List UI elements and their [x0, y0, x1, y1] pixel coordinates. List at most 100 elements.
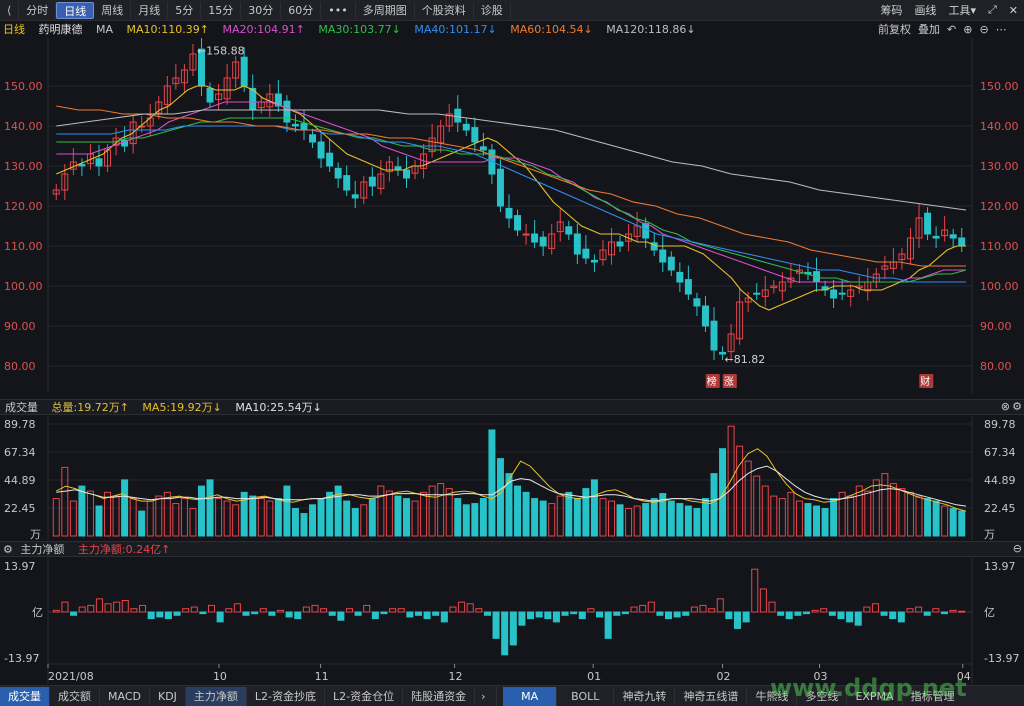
tab-60min[interactable]: 60分 — [281, 1, 322, 19]
volume-bar — [599, 498, 607, 537]
flow-bar — [216, 611, 224, 623]
ind-amount[interactable]: 成交额 — [50, 686, 100, 706]
ind-expma[interactable]: EXPMA — [847, 686, 903, 706]
ind-kdj[interactable]: KDJ — [150, 686, 186, 706]
ind-magic9[interactable]: 神奇九转 — [614, 686, 676, 706]
scroll-right-icon[interactable]: › — [475, 686, 498, 706]
ma-line-ma10 — [56, 85, 966, 311]
flow-bar — [285, 611, 293, 618]
flow-bar — [794, 611, 802, 616]
volume-bar — [95, 505, 103, 537]
ma40-value: MA40:101.17↓ — [414, 23, 497, 36]
tools-button[interactable]: 工具▾ — [948, 4, 976, 17]
more-icon[interactable]: ⋯ — [995, 23, 1007, 36]
candle-body — [368, 176, 376, 187]
volume-bar — [949, 508, 957, 537]
volume-bar — [898, 488, 906, 537]
volume-close-icon[interactable]: ⊗ — [1000, 400, 1010, 413]
ind-manage[interactable]: 指标管理 — [910, 689, 955, 703]
flow-bar — [828, 611, 836, 616]
volume-bar — [753, 475, 761, 537]
flow-bar — [492, 611, 500, 639]
close-icon[interactable]: ✕ — [1008, 3, 1018, 17]
volume-bar — [163, 491, 171, 537]
flow-bar — [294, 611, 302, 620]
volume-settings-icon[interactable]: ⚙ — [1012, 400, 1022, 413]
flow-bar — [449, 606, 457, 613]
stock-info-button[interactable]: 个股资料 — [415, 1, 474, 19]
flow-bar — [259, 608, 267, 613]
ind-ma[interactable]: MA — [503, 686, 558, 706]
tab-30min[interactable]: 30分 — [241, 1, 282, 19]
tab-5min[interactable]: 5分 — [168, 1, 202, 19]
candle-body — [556, 221, 564, 233]
volume-bar — [522, 491, 530, 537]
flow-bar — [130, 608, 138, 613]
tab-yuexian[interactable]: 月线 — [131, 1, 169, 19]
zoom-out-icon[interactable]: ⊖ — [979, 23, 989, 36]
flow-bar — [311, 604, 319, 613]
chips-button[interactable]: 筹码 — [880, 4, 903, 17]
volume-bar — [334, 485, 342, 537]
candle-body — [599, 249, 607, 261]
diagnose-button[interactable]: 诊股 — [474, 1, 511, 19]
volume-bar — [693, 508, 701, 537]
volume-bar — [804, 503, 812, 537]
fuquan-button[interactable]: 前复权 — [878, 23, 911, 36]
x-tick-label: 01 — [587, 670, 601, 683]
ind-boll[interactable]: BOLL — [557, 686, 615, 706]
flow-bar — [78, 606, 86, 613]
ind-main-flow[interactable]: 主力净额 — [185, 686, 247, 706]
ind-magic5[interactable]: 神奇五线谱 — [675, 686, 748, 706]
ind-bullbear[interactable]: 牛熊线 — [747, 686, 798, 706]
candle-body — [830, 289, 838, 299]
undo-icon[interactable]: ↶ — [947, 23, 957, 36]
candle-body — [915, 217, 923, 239]
x-tick-label: 2021/08 — [48, 670, 94, 683]
multi-period-button[interactable]: 多周期图 — [356, 1, 415, 19]
flow-close-icon[interactable]: ⊖ — [1012, 542, 1022, 555]
volume-bar — [838, 491, 846, 537]
fullscreen-icon[interactable]: ⤢ — [987, 3, 997, 16]
candle-body — [693, 298, 701, 307]
flow-bar — [759, 588, 767, 613]
tab-fenshi[interactable]: 分时 — [19, 1, 57, 19]
volume-bar — [941, 505, 949, 537]
volume-bar — [958, 510, 966, 537]
volume-bar — [736, 445, 744, 537]
ind-macd[interactable]: MACD — [100, 686, 150, 706]
overlay-button[interactable]: 叠加 — [918, 23, 940, 36]
volume-bar — [496, 458, 504, 537]
kline-chart[interactable]: 150.00 150.00 140.00 140.00 130.00 130.00 120.… — [0, 38, 1024, 393]
event-marker-label: 财 — [920, 375, 930, 388]
flow-bar — [233, 603, 241, 613]
zoom-in-icon[interactable]: ⊕ — [963, 23, 973, 36]
flow-bar — [208, 604, 216, 613]
flow-bar — [535, 611, 543, 618]
flow-bar — [380, 611, 388, 615]
ind-hk-connect[interactable]: 陆股通资金 — [403, 686, 476, 706]
volume-bar — [608, 500, 615, 537]
ind-l2-position[interactable]: L2-资金仓位 — [325, 686, 404, 706]
tab-15min[interactable]: 15分 — [201, 1, 242, 19]
ind-volume[interactable]: 成交量 — [0, 686, 50, 706]
flow-bar — [940, 611, 948, 615]
flow-bar — [880, 611, 888, 616]
ind-longshort[interactable]: 多空线 — [797, 686, 848, 706]
candle-body — [266, 93, 274, 108]
tab-rixian[interactable]: 日线 — [56, 1, 95, 19]
candle-body — [377, 173, 385, 189]
y-tick-label-right: 100.00 — [980, 280, 1019, 293]
more-button[interactable]: ••• — [321, 1, 356, 19]
volume-ma10-line — [56, 465, 967, 507]
flow-settings-icon[interactable]: ⚙ — [3, 543, 13, 556]
candle-body — [582, 248, 590, 259]
ma20-value: MA20:104.91↑ — [222, 23, 305, 36]
tab-zhouxian[interactable]: 周线 — [94, 1, 132, 19]
back-button[interactable]: ⟨ — [0, 1, 20, 19]
candle-body — [300, 123, 308, 131]
flow-bar — [302, 606, 310, 613]
top-toolbar: ⟨ 分时 日线 周线 月线 5分 15分 30分 60分 ••• 多周期图 个股… — [0, 0, 1024, 21]
draw-button[interactable]: 画线 — [914, 4, 937, 17]
ind-l2-bottom[interactable]: L2-资金抄底 — [247, 686, 326, 706]
